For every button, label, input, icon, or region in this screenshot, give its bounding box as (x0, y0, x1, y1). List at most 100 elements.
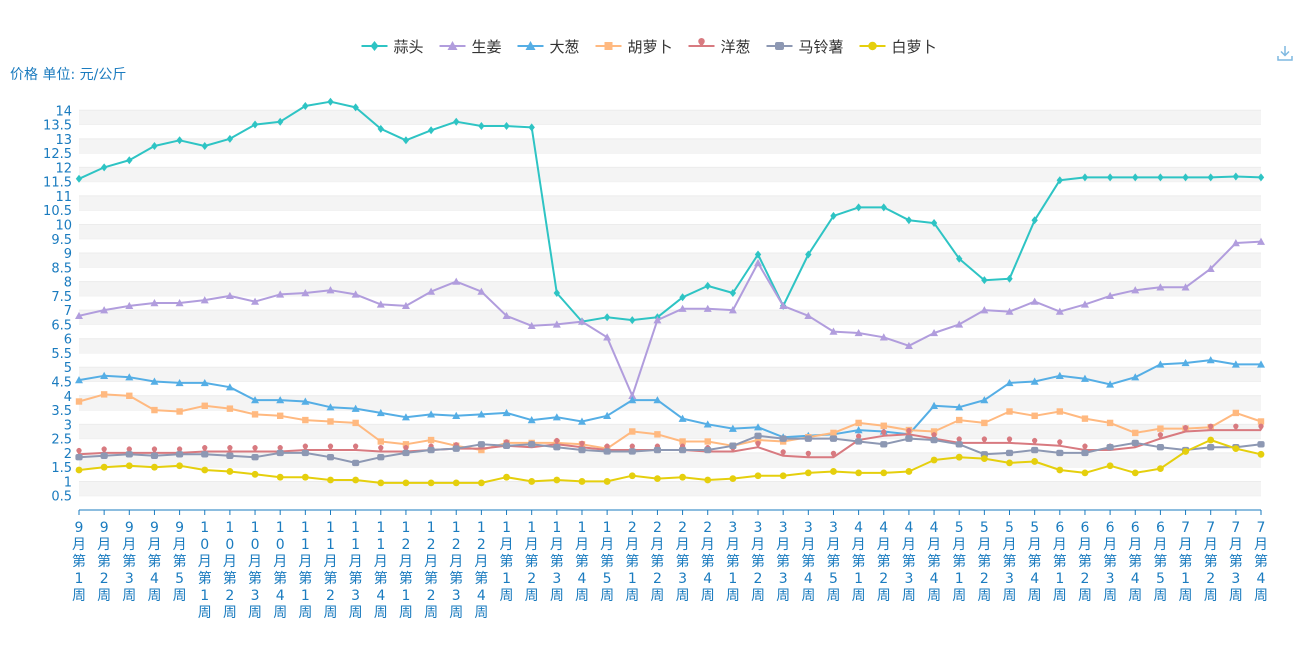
data-point[interactable] (804, 311, 813, 320)
data-point[interactable] (201, 451, 209, 458)
data-point[interactable] (1157, 425, 1164, 432)
data-point[interactable] (1157, 432, 1164, 440)
data-point[interactable] (830, 429, 837, 437)
data-point[interactable] (502, 442, 511, 449)
data-point[interactable] (577, 317, 586, 325)
data-point[interactable] (1156, 443, 1165, 451)
data-point[interactable] (930, 456, 938, 464)
data-point[interactable] (577, 417, 586, 425)
data-point[interactable] (477, 287, 486, 295)
data-point[interactable] (729, 442, 737, 449)
data-point[interactable] (653, 396, 662, 404)
data-point[interactable] (1057, 439, 1063, 447)
data-point[interactable] (653, 316, 662, 324)
data-point[interactable] (981, 436, 987, 444)
data-point[interactable] (1056, 408, 1064, 415)
data-point[interactable] (1231, 239, 1240, 247)
data-point[interactable] (327, 443, 334, 451)
data-point[interactable] (880, 203, 887, 212)
data-point[interactable] (1257, 450, 1265, 458)
data-point[interactable] (1207, 173, 1214, 182)
data-point[interactable] (150, 452, 159, 459)
data-point[interactable] (351, 290, 360, 298)
data-point[interactable] (1206, 356, 1215, 364)
data-point[interactable] (880, 469, 888, 477)
data-point[interactable] (277, 445, 283, 453)
data-point[interactable] (301, 289, 310, 297)
data-point[interactable] (150, 299, 159, 307)
data-point[interactable] (151, 463, 158, 471)
data-point[interactable] (527, 321, 536, 330)
data-point[interactable] (854, 328, 863, 337)
data-point[interactable] (75, 311, 83, 320)
data-point[interactable] (1181, 283, 1190, 291)
data-point[interactable] (252, 445, 258, 453)
data-point[interactable] (1181, 358, 1190, 367)
legend-item-3[interactable]: 胡萝卜 (595, 38, 673, 56)
legend-item-2[interactable]: 大葱 (517, 38, 580, 56)
data-point[interactable] (225, 291, 234, 300)
data-point[interactable] (100, 452, 108, 459)
data-point[interactable] (905, 216, 913, 225)
data-point[interactable] (628, 396, 637, 404)
legend-item-0[interactable]: 蒜头 (361, 38, 424, 56)
data-point[interactable] (376, 408, 385, 417)
data-point[interactable] (754, 436, 762, 444)
data-point[interactable] (378, 445, 384, 453)
data-point[interactable] (703, 304, 712, 312)
data-point[interactable] (981, 419, 988, 427)
data-point[interactable] (629, 443, 635, 451)
data-point[interactable] (1131, 439, 1139, 447)
data-point[interactable] (353, 443, 359, 451)
data-point[interactable] (100, 463, 108, 471)
data-point[interactable] (679, 473, 686, 481)
data-point[interactable] (1157, 465, 1164, 472)
data-point[interactable] (653, 446, 662, 454)
data-point[interactable] (805, 250, 812, 259)
data-point[interactable] (1207, 443, 1215, 451)
data-point[interactable] (628, 448, 636, 455)
data-point[interactable] (1056, 449, 1064, 457)
data-point[interactable] (125, 462, 133, 470)
data-point[interactable] (477, 410, 486, 418)
data-point[interactable] (603, 478, 611, 485)
data-point[interactable] (1005, 307, 1014, 315)
data-point[interactable] (880, 422, 887, 429)
data-point[interactable] (502, 408, 511, 417)
data-point[interactable] (477, 479, 485, 487)
data-point[interactable] (930, 328, 939, 337)
data-point[interactable] (427, 126, 435, 135)
data-point[interactable] (176, 462, 183, 470)
data-point[interactable] (402, 136, 410, 145)
data-point[interactable] (403, 445, 409, 453)
data-point[interactable] (75, 398, 83, 405)
data-point[interactable] (477, 441, 485, 448)
data-point[interactable] (276, 449, 284, 457)
data-point[interactable] (956, 436, 962, 444)
data-point[interactable] (225, 383, 234, 391)
download-icon[interactable] (1276, 44, 1294, 62)
data-point[interactable] (855, 438, 863, 445)
data-point[interactable] (326, 286, 335, 294)
data-point[interactable] (150, 377, 159, 385)
data-point[interactable] (755, 440, 761, 448)
data-point[interactable] (830, 450, 837, 458)
data-point[interactable] (1030, 297, 1039, 305)
data-point[interactable] (856, 433, 862, 441)
data-point[interactable] (251, 120, 259, 129)
data-point[interactable] (276, 117, 284, 126)
data-point[interactable] (100, 163, 108, 172)
data-point[interactable] (302, 416, 309, 424)
data-point[interactable] (352, 103, 359, 112)
data-point[interactable] (956, 254, 963, 263)
data-point[interactable] (654, 475, 661, 482)
data-point[interactable] (729, 289, 737, 298)
data-point[interactable] (830, 468, 837, 475)
data-point[interactable] (628, 472, 636, 480)
data-point[interactable] (980, 306, 989, 314)
data-point[interactable] (1031, 446, 1039, 454)
data-point[interactable] (352, 419, 359, 427)
data-point[interactable] (251, 470, 259, 478)
data-point[interactable] (527, 416, 536, 424)
data-point[interactable] (377, 438, 384, 445)
